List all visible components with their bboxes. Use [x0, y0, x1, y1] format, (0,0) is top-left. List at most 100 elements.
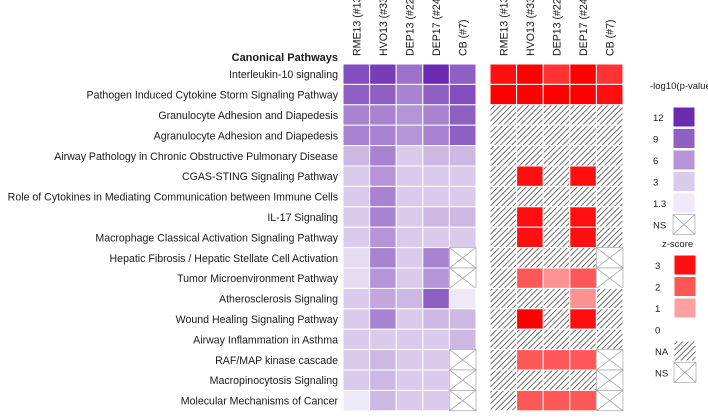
pvalue-cell [449, 390, 477, 412]
zscore-cell [516, 206, 544, 228]
zscore-cell [542, 124, 571, 147]
zscore-cell [542, 267, 571, 289]
pvalue-cell [369, 83, 397, 106]
pvalue-cell [369, 165, 397, 187]
zscore-cell [489, 145, 518, 167]
legend-swatch [672, 171, 696, 192]
zscore-cell [542, 145, 571, 167]
zscore-cell [489, 328, 518, 351]
pvalue-cell [395, 349, 424, 371]
pvalue-cell [342, 83, 371, 106]
pvalue-cell [422, 145, 450, 167]
pvalue-cell [422, 369, 450, 391]
zscore-cell [596, 247, 624, 269]
pvalue-cell [342, 308, 371, 330]
row-label: Airway Pathology in Chronic Obstructive … [54, 151, 338, 163]
pvalue-cell [369, 226, 397, 249]
zscore-cell [569, 124, 597, 147]
zscore-cell [569, 287, 597, 310]
legend-swatch [674, 319, 696, 340]
pvalue-cell [369, 63, 397, 85]
pvalue-cell [342, 63, 371, 85]
zscore-cell [595, 124, 624, 147]
zscore-cell [489, 267, 518, 289]
pvalue-cell [395, 124, 424, 147]
zscore-cell [595, 83, 624, 106]
zscore-cell [542, 247, 571, 269]
pvalue-cell [395, 287, 424, 310]
zscore-cell [516, 165, 544, 187]
pvalue-cell [342, 226, 371, 249]
zscore-cell [595, 145, 624, 167]
zscore-cell [595, 206, 624, 228]
row-label: Granulocyte Adhesion and Diapedesis [158, 110, 338, 122]
legend-swatch [673, 254, 697, 276]
pvalue-cell [422, 185, 450, 208]
zscore-cell [489, 308, 518, 330]
legend-label: 6 [653, 156, 658, 167]
legend-swatch [672, 192, 696, 214]
zscore-cell [542, 308, 571, 330]
pvalue-cell [448, 83, 477, 106]
row-label: Molecular Mechanisms of Cancer [181, 396, 339, 408]
zscore-cell [516, 63, 544, 85]
pvalue-cell [395, 185, 424, 208]
zscore-cell [489, 226, 518, 249]
legend-swatch [673, 362, 697, 383]
zscore-cell [569, 185, 597, 208]
zscore-cell [569, 389, 597, 412]
zscore-cell [596, 390, 624, 412]
pvalue-column-label: DEP17 (#24) [431, 0, 443, 56]
pvalue-cell [422, 63, 450, 85]
zscore-cell [542, 83, 571, 106]
row-labels: Interleukin-10 signaling Pathogen Induced… [8, 69, 339, 407]
pvalue-cell [449, 369, 477, 391]
row-label: CGAS-STING Signaling Pathway [182, 171, 339, 183]
row-header: Canonical Pathways [232, 52, 338, 64]
legend-label: 3 [653, 178, 658, 189]
pvalue-cell [342, 287, 371, 310]
zscore-cell [516, 185, 544, 208]
pvalue-cell [342, 328, 371, 351]
zscore-column-label: CB (#7) [605, 20, 617, 57]
pvalue-cell [395, 206, 424, 228]
zscore-cell [569, 369, 597, 391]
zscore-cell [542, 185, 571, 208]
pvalue-cell [369, 124, 397, 147]
legend-swatch [673, 276, 697, 297]
pvalue-cell [369, 104, 397, 126]
pvalue-cell [342, 206, 371, 228]
zscore-cell [516, 267, 544, 289]
legend-swatch [672, 214, 696, 235]
pvalue-cell [449, 267, 477, 289]
pvalue-cell [448, 328, 477, 351]
pvalue-cell [369, 369, 397, 391]
pvalue-cell [369, 206, 397, 228]
pvalue-cell [342, 369, 371, 391]
row-label: Role of Cytokines in Mediating Communica… [8, 192, 338, 204]
legend-label: NS [655, 369, 668, 380]
zscore-cell [542, 349, 571, 371]
zscore-cell [489, 104, 518, 126]
zscore-cell [516, 287, 544, 310]
zscore-cell [569, 308, 597, 330]
legend-swatch [673, 340, 697, 362]
pvalue-cell [342, 267, 371, 289]
pvalue-cell [395, 247, 424, 269]
zscore-cell [595, 165, 624, 187]
zscore-cell [542, 63, 571, 85]
pvalue-cell [395, 389, 424, 412]
row-label: Hepatic Fibrosis / Hepatic Stellate Cell… [110, 253, 339, 265]
pvalue-cell [448, 226, 477, 249]
pvalue-cell [422, 389, 450, 412]
pvalue-cell [449, 349, 477, 371]
legend-label: 1 [655, 304, 660, 315]
zscore-cell [542, 369, 571, 391]
zscore-cell [542, 328, 571, 351]
pvalue-cell [448, 287, 477, 310]
row-label: Airway Inflammation in Asthma [193, 334, 338, 346]
pvalue-cell [422, 124, 450, 147]
pvalue-cell [342, 389, 371, 412]
pvalue-cell [422, 83, 450, 106]
